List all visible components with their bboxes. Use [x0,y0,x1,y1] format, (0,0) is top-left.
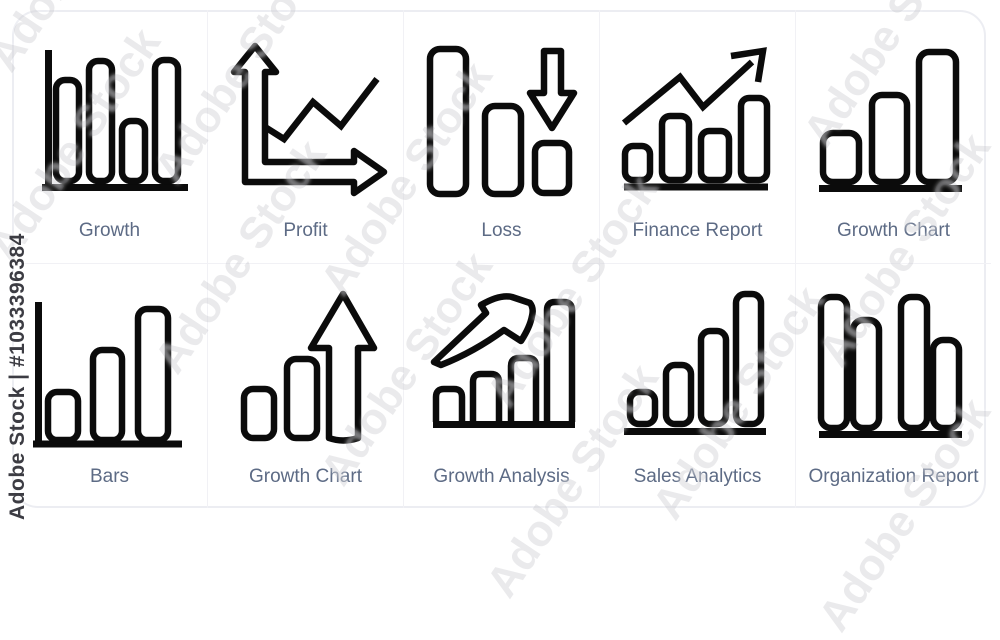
bar [283,355,321,442]
bar [819,129,863,186]
trend-zigzag-line [263,77,380,144]
bar [134,305,172,444]
bar [626,388,659,428]
bar [697,127,733,184]
sales-analytics-icon [624,290,766,435]
icon-label: Growth Chart [837,220,950,241]
icon-cell-sales-analytics: Sales Analytics [600,264,796,508]
icon-label: Organization Report [808,466,979,487]
bar [737,94,771,184]
icon-cell-loss: Loss [404,10,600,264]
arrowhead [730,47,767,83]
bar [849,316,883,432]
icon-grid: Growth Profit Loss Finance Report [12,10,991,508]
bar [151,56,182,185]
icon-cell-profit: Profit [208,10,404,264]
icon-label: Growth Chart [249,466,362,487]
watermark-stock-id: Adobe Stock | #1033396384 [6,233,29,520]
growth-chart-up-arrow-icon [240,290,378,444]
bar [662,361,695,428]
icon-label: Growth Analysis [433,466,570,487]
loss-bars-down-arrow-icon [426,45,578,198]
bar [658,112,693,184]
bar [531,139,573,197]
bar [85,57,116,185]
bar [543,298,576,422]
bar [89,346,126,444]
bar [44,388,82,444]
icon-cell-organization-report: Organization Report [796,264,991,508]
icon-label: Loss [481,220,522,241]
icon-label: Profit [283,220,328,241]
bar [732,290,765,428]
icon-cell-growth-chart: Growth Chart [796,10,991,264]
bar [426,45,470,198]
bar [469,370,503,422]
icon-cell-finance-report: Finance Report [600,10,796,264]
up-right-axis-arrows [230,42,388,197]
icon-cell-growth: Growth [12,10,208,264]
bar [897,293,931,432]
growth-chart-icon [819,48,962,192]
bar [52,76,83,185]
bars-axis-icon [33,302,182,448]
icon-label: Growth [78,220,141,241]
bar [868,91,911,186]
icon-cell-growth-analysis: Growth Analysis [404,264,600,508]
bar [817,293,851,432]
bar [507,354,540,422]
swoosh-up-arrow [430,293,536,369]
bar [621,142,654,184]
icon-label: Finance Report [632,220,763,241]
bar [929,336,963,432]
bar [432,385,466,422]
bar [915,48,960,186]
icon-cell-growth-chart-arrow: Growth Chart [208,264,404,508]
profit-axis-arrows-icon [230,42,388,197]
icon-cell-bars: Bars [12,264,208,508]
bar [240,385,278,442]
bar [118,117,149,185]
down-arrow [526,47,578,132]
icon-label: Sales Analytics [633,466,762,487]
trend-zigzag-line [621,59,755,126]
bar [481,102,525,198]
organization-report-icon [817,293,963,438]
finance-report-icon [621,47,771,191]
up-arrow [307,290,378,444]
growth-analysis-icon [430,293,576,428]
bar [697,327,730,428]
growth-bar-chart-icon [42,50,188,191]
icon-label: Bars [89,466,130,487]
